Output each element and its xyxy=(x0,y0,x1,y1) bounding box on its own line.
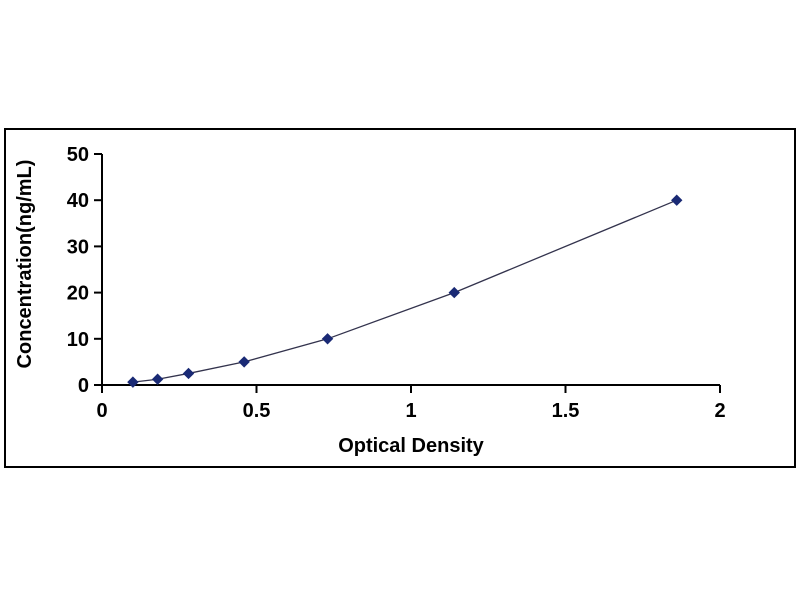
svg-text:40: 40 xyxy=(67,190,89,212)
data-point-marker xyxy=(671,194,683,206)
data-point-marker xyxy=(448,286,460,299)
x-axis-title: Optical Density xyxy=(338,435,484,457)
svg-text:1: 1 xyxy=(405,400,416,422)
svg-text:0: 0 xyxy=(78,375,89,397)
svg-text:2: 2 xyxy=(714,400,725,422)
svg-text:20: 20 xyxy=(67,283,89,305)
standard-curve-plot: 0 10 20 30 40 50 0 0.5 1 1.5 2 xyxy=(67,144,726,422)
data-point-marker xyxy=(127,376,139,388)
svg-text:0: 0 xyxy=(96,400,107,422)
svg-text:30: 30 xyxy=(67,236,89,258)
data-point-marker xyxy=(321,333,334,345)
svg-text:0.5: 0.5 xyxy=(243,400,271,422)
data-point-marker xyxy=(182,367,195,380)
y-axis-title: Concentration(ng/mL) xyxy=(14,159,36,369)
data-point-marker xyxy=(151,373,164,385)
svg-text:50: 50 xyxy=(67,144,89,166)
chart-frame: 0 10 20 30 40 50 0 0.5 1 1.5 2 Concentration(ng/mL… xyxy=(4,128,796,468)
svg-text:1.5: 1.5 xyxy=(552,400,580,422)
data-point-marker xyxy=(238,356,250,368)
svg-text:10: 10 xyxy=(67,329,89,351)
